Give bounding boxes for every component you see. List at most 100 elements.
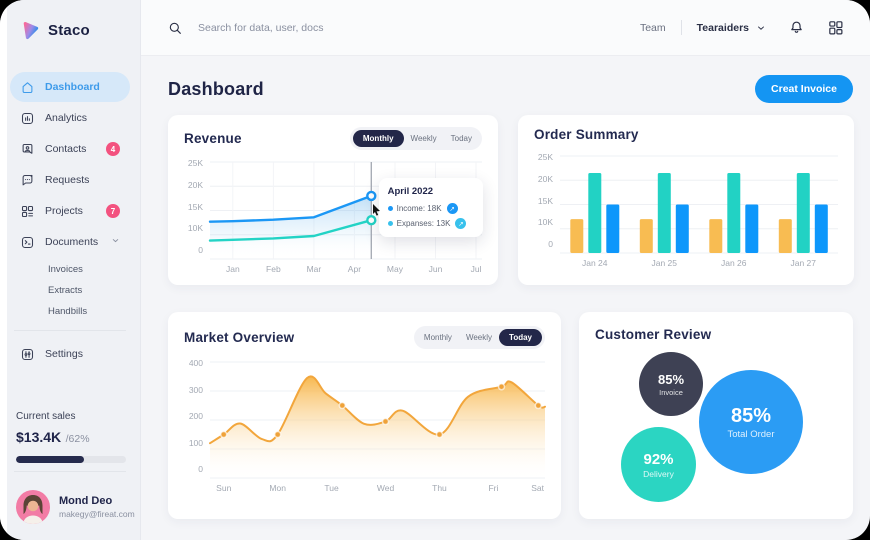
- market-chart: [209, 361, 546, 479]
- documents-subitems: Invoices Extracts Handbills: [0, 259, 140, 322]
- sales-progress-bar: [16, 456, 126, 463]
- y-tick-label: 0: [198, 245, 203, 255]
- tooltip-row-expanses: Expanses: 13K ↗: [387, 218, 474, 229]
- circle-label: Invoice: [659, 387, 683, 397]
- x-tick-label: May: [386, 264, 403, 274]
- circle-percent: 85%: [730, 404, 772, 427]
- sidebar-item-projects[interactable]: Projects 7: [10, 196, 130, 226]
- sidebar-item-label: Requests: [45, 174, 90, 186]
- sidebar-item-dashboard[interactable]: Dashboard: [10, 72, 130, 102]
- sidebar-item-requests[interactable]: Requests: [10, 165, 130, 195]
- sales-percent: /62%: [65, 433, 90, 445]
- home-icon: [20, 80, 35, 95]
- y-tick-label: 20K: [537, 173, 553, 184]
- customer-review-card: Customer Review 85% Invoice 85% Total Or…: [579, 312, 853, 519]
- sidebar-divider: [14, 330, 126, 331]
- dashboard-content: Dashboard Creat Invoice Revenue Monthly W…: [141, 56, 870, 519]
- revenue-tabs: Monthly Weekly Today: [349, 127, 482, 150]
- sidebar-item-label: Contacts: [45, 143, 87, 155]
- x-tick-label: Jan 25: [651, 258, 678, 268]
- market-x-axis: Sun Mon Tue Wed Thu Fri Sat: [210, 478, 545, 494]
- circle-percent: 85%: [657, 371, 685, 387]
- current-sales: Current sales $13.4K /62%: [0, 397, 140, 463]
- sidebar: Staco Dashboard Analytics: [0, 0, 141, 540]
- sidebar-item-contacts[interactable]: Contacts 4: [10, 134, 130, 164]
- sidebar-item-label: Projects: [45, 205, 83, 217]
- mouse-cursor: [372, 204, 381, 216]
- search-bar[interactable]: [167, 20, 640, 36]
- sales-value: $13.4K: [16, 429, 62, 445]
- y-tick-label: 100: [188, 437, 203, 448]
- user-email: makegy@fireat.com: [59, 509, 135, 519]
- sidebar-item-analytics[interactable]: Analytics: [10, 103, 130, 133]
- market-overview-title: Market Overview: [184, 330, 295, 345]
- tab-monthly[interactable]: Monthly: [352, 130, 404, 147]
- tab-weekly[interactable]: Weekly: [465, 333, 493, 342]
- sidebar-item-label: Documents: [45, 236, 99, 248]
- workspace-name: Tearaiders: [696, 21, 749, 34]
- trend-up-icon: ↗: [446, 203, 458, 214]
- sidebar-subitem-extracts[interactable]: Extracts: [48, 285, 83, 296]
- search-icon: [167, 20, 183, 36]
- orders-x-axis: Jan 24 Jan 25 Jan 26 Jan 27: [560, 253, 838, 269]
- tooltip-row-income: Income: 18K ↗: [387, 203, 474, 214]
- order-summary-card: Order Summary 25K 20K 15K 10K 0 Jan 24 Jan 25…: [518, 115, 854, 285]
- sidebar-item-settings[interactable]: Settings: [10, 339, 130, 369]
- y-tick-label: 20K: [187, 179, 203, 190]
- current-sales-label: Current sales: [16, 411, 76, 422]
- x-tick-label: Mon: [269, 483, 286, 493]
- y-tick-label: 25K: [187, 158, 203, 168]
- tab-today[interactable]: Today: [450, 134, 472, 143]
- staco-logo-icon: [20, 20, 41, 41]
- market-tabs: Monthly Weekly Today: [413, 326, 545, 349]
- tab-today[interactable]: Today: [499, 329, 542, 346]
- orders-chart: [560, 155, 838, 254]
- notifications-bell-icon[interactable]: [788, 19, 805, 36]
- invoice-percent-circle: 85% Invoice: [639, 352, 703, 416]
- team-label[interactable]: Team: [639, 21, 666, 34]
- settings-sliders-icon: [20, 347, 35, 362]
- sidebar-menu: Dashboard Analytics Contacts 4: [0, 71, 140, 370]
- projects-badge: 7: [106, 204, 120, 218]
- topbar-divider: [680, 20, 682, 35]
- tab-monthly[interactable]: Monthly: [423, 333, 452, 342]
- chevron-down-icon: [756, 23, 766, 33]
- x-tick-label: Wed: [376, 483, 395, 493]
- y-tick-label: 0: [548, 239, 553, 249]
- orders-y-axis: 25K 20K 15K 10K 0: [534, 152, 560, 249]
- x-tick-label: Thu: [432, 483, 447, 493]
- x-tick-label: Jan 26: [720, 258, 747, 268]
- workspace-selector[interactable]: Tearaiders: [697, 22, 766, 34]
- x-tick-label: Mar: [306, 264, 322, 274]
- order-summary-title: Order Summary: [534, 127, 639, 142]
- x-tick-label: Jun: [428, 264, 443, 274]
- sidebar-divider: [14, 471, 126, 472]
- contacts-badge: 4: [106, 142, 120, 156]
- sidebar-item-documents[interactable]: Documents: [10, 227, 130, 257]
- tab-weekly[interactable]: Weekly: [410, 134, 437, 143]
- user-profile[interactable]: Mond Deo makegy@fireat.com: [0, 480, 140, 524]
- sidebar-subitem-invoices[interactable]: Invoices: [48, 264, 83, 275]
- contact-icon: [20, 142, 35, 157]
- revenue-tooltip: April 2022 Income: 18K ↗ Expanses: 13K ↗: [378, 178, 483, 237]
- analytics-icon: [20, 111, 35, 126]
- delivery-percent-circle: 92% Delivery: [621, 427, 696, 502]
- sidebar-subitem-handbills[interactable]: Handbills: [48, 306, 88, 317]
- topbar: Team Tearaiders: [141, 0, 870, 56]
- y-tick-label: 400: [188, 358, 203, 368]
- apps-grid-icon[interactable]: [827, 19, 844, 36]
- customer-review-title: Customer Review: [595, 327, 712, 342]
- x-tick-label: Jan 27: [790, 258, 817, 268]
- search-input[interactable]: [196, 20, 440, 35]
- page-title: Dashboard: [168, 78, 264, 99]
- trend-up-icon: ↗: [455, 218, 467, 229]
- create-invoice-button[interactable]: Creat Invoice: [755, 75, 853, 103]
- circle-percent: 92%: [643, 450, 674, 468]
- x-tick-label: Feb: [266, 264, 281, 274]
- x-tick-label: Jan: [225, 264, 240, 274]
- x-tick-label: Fri: [488, 483, 499, 493]
- revenue-y-axis: 25K 20K 15K 10K 0: [184, 158, 210, 255]
- y-tick-label: 0: [198, 464, 203, 474]
- x-tick-label: Jul: [470, 264, 482, 274]
